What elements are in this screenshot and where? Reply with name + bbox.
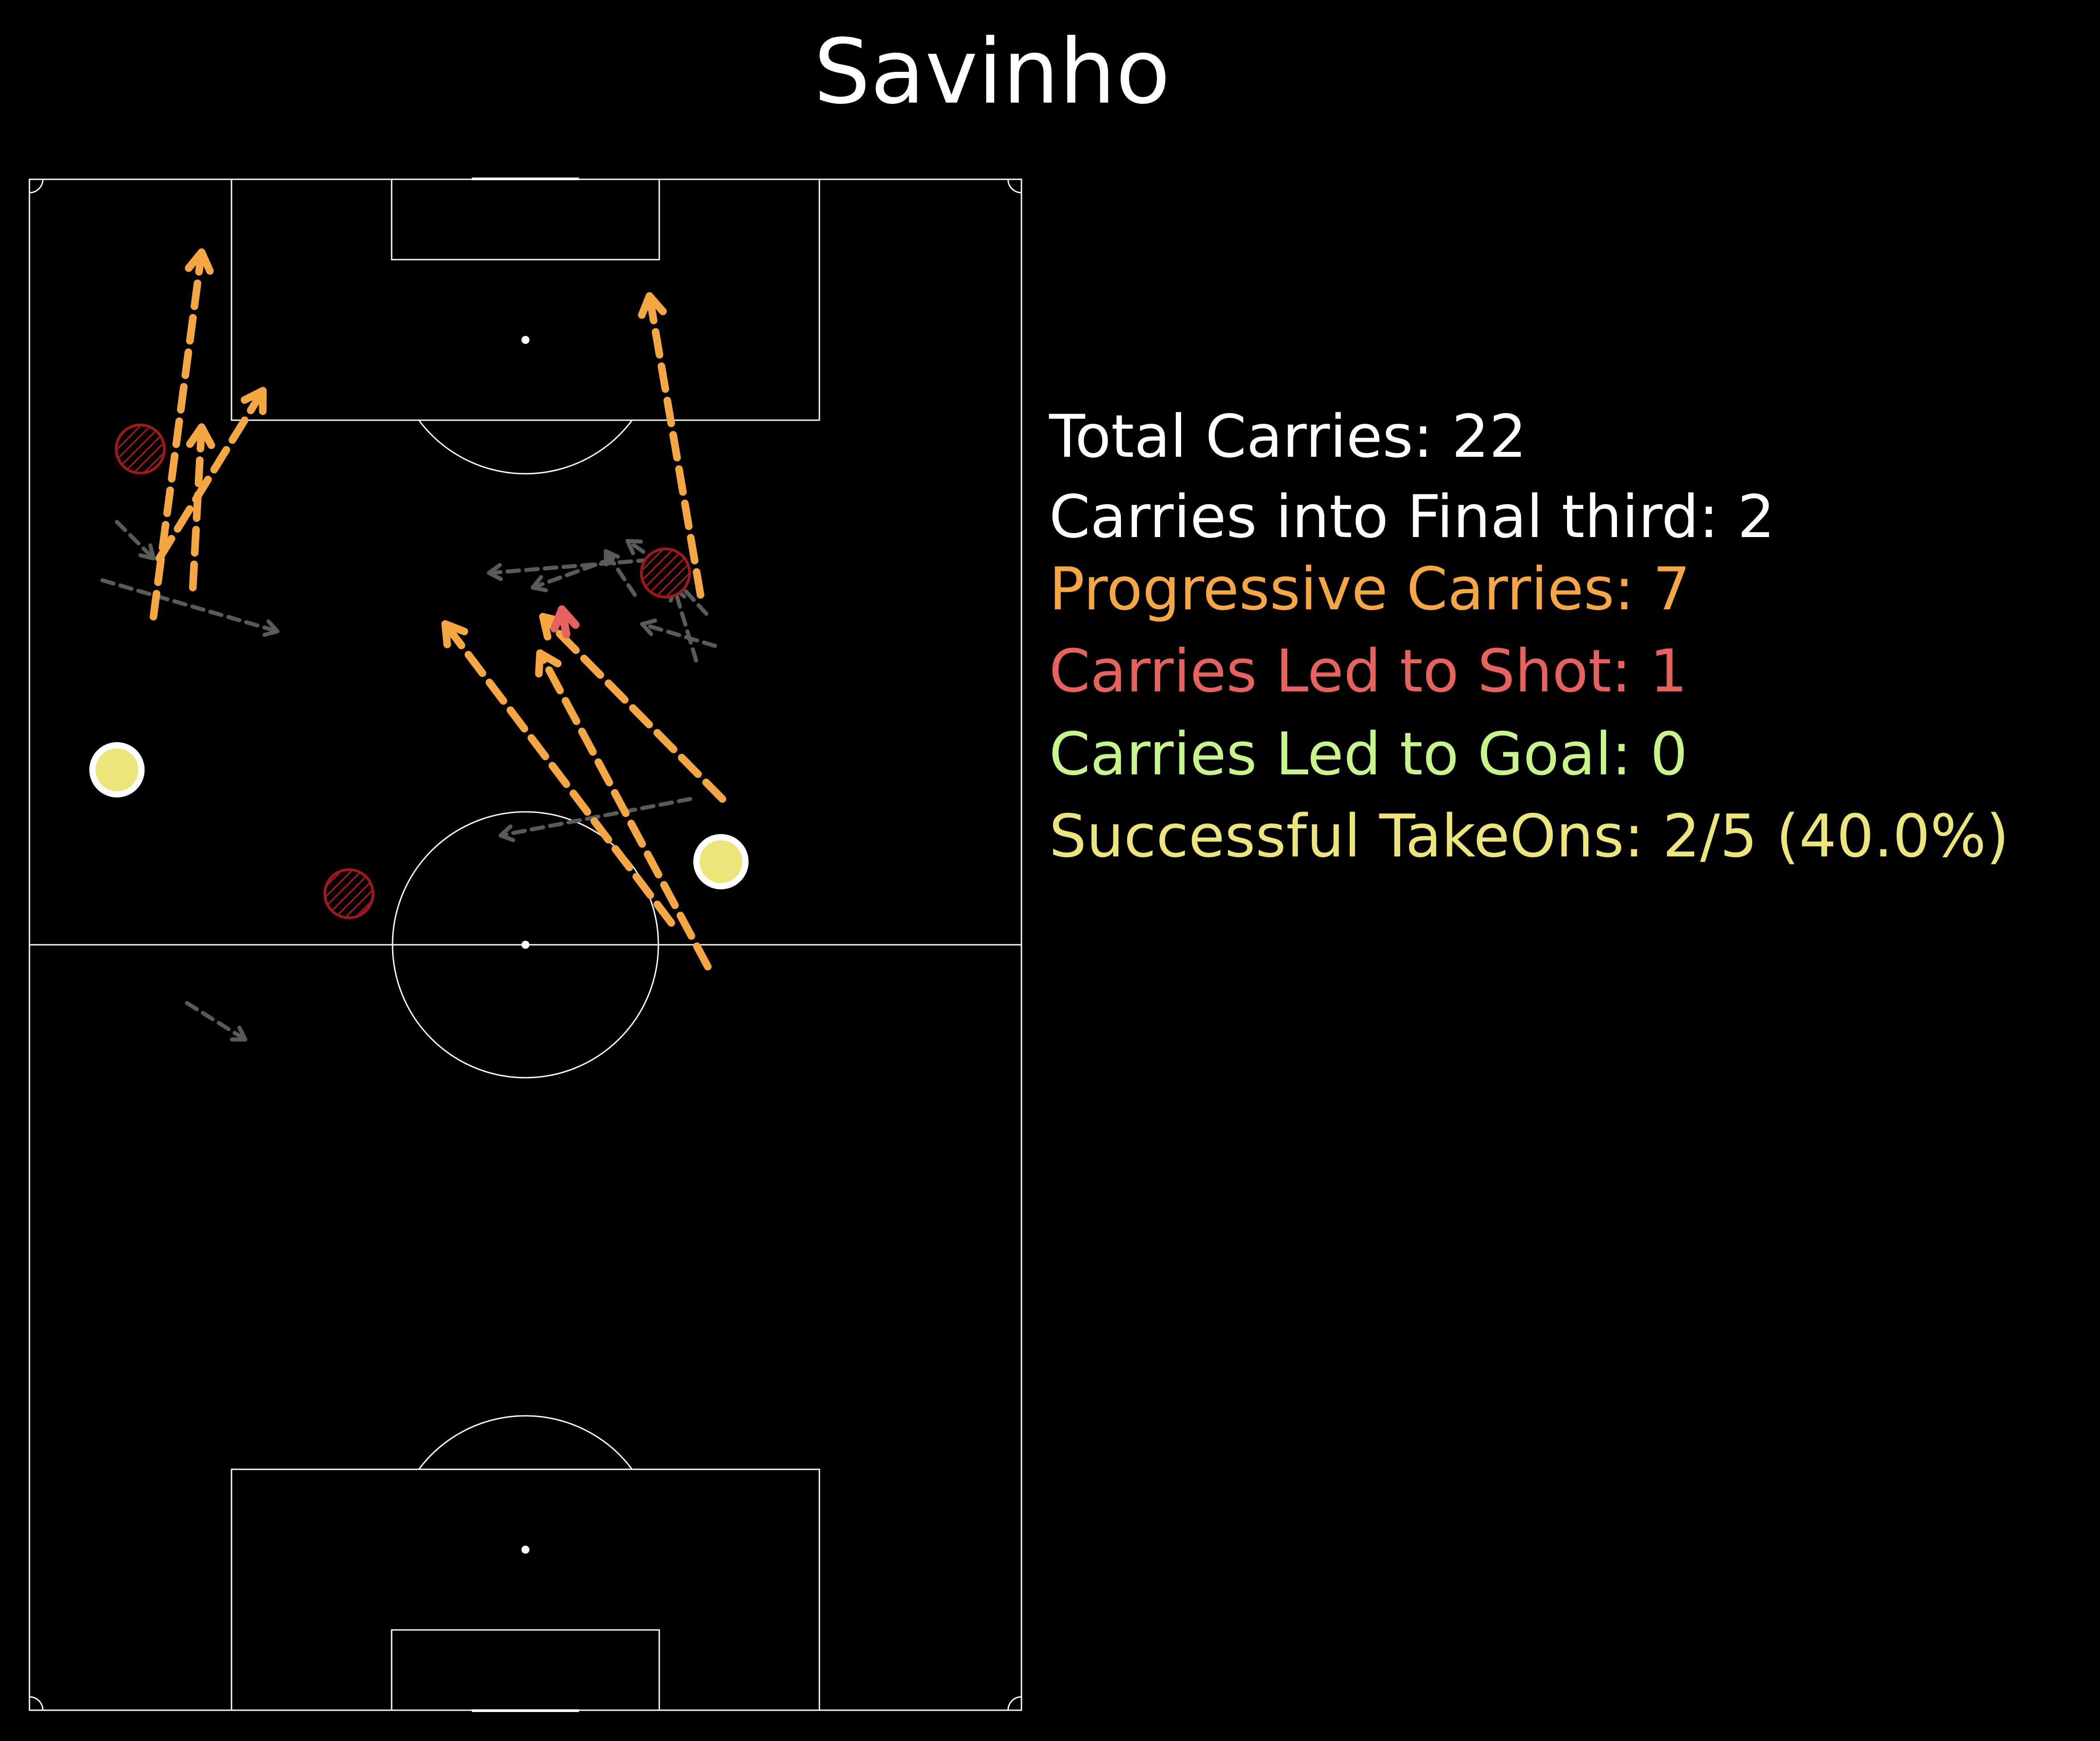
centre-spot — [521, 941, 529, 949]
normal-carry-arrow — [100, 578, 280, 637]
normal-carry-arrow — [115, 520, 156, 561]
normal-carry-arrow — [487, 556, 671, 581]
progressive-carry-arrow — [638, 292, 704, 599]
bottom-penalty-area — [231, 1468, 820, 1711]
carry-shaft — [441, 620, 675, 927]
carry-shaft — [530, 556, 615, 590]
carry-arrowhead — [441, 620, 468, 649]
carry-shaft — [487, 556, 671, 575]
top-six-yard-box — [391, 178, 660, 261]
shot-carries — [550, 605, 580, 638]
corner-arc-tl — [29, 179, 44, 194]
top-penalty-area — [231, 178, 820, 421]
carry-arrowhead — [625, 539, 643, 555]
carry-arrowhead — [640, 618, 657, 636]
corner-arc-bl — [29, 1696, 44, 1711]
carry-arrowhead — [240, 387, 267, 415]
stat-total-carries: Total Carries: 22 — [1049, 402, 1527, 471]
carry-arrowhead — [487, 563, 503, 581]
normal-carry-arrow — [185, 1001, 248, 1042]
carry-shaft — [185, 1001, 248, 1042]
bottom-six-yard-box — [391, 1629, 660, 1711]
progressive-carry-arrow — [441, 620, 675, 927]
failed-takeon-marker — [323, 868, 375, 919]
carry-arrowhead — [262, 619, 280, 637]
carry-shaft — [498, 797, 693, 838]
carry-shaft — [100, 578, 280, 633]
carry-shaft — [672, 585, 699, 663]
carry-shaft — [115, 520, 156, 561]
carry-shaft — [155, 387, 267, 562]
stats-panel: Total Carries: 22 Carries into Final thi… — [1049, 402, 2009, 871]
stat-led-to-shot: Carries Led to Shot: 1 — [1049, 637, 1687, 706]
stat-progressive: Progressive Carries: 7 — [1049, 555, 1691, 624]
progressive-carries — [149, 248, 727, 971]
carry-shaft — [640, 622, 717, 648]
corner-arc-br — [1007, 1696, 1022, 1711]
top-penalty-spot — [521, 336, 529, 344]
stat-takeons: Successful TakeOns: 2/5 (40.0%) — [1049, 802, 2009, 871]
carry-arrowhead — [535, 649, 562, 678]
carry-arrowhead — [550, 605, 580, 633]
successful-takeon-marker — [89, 742, 145, 798]
carry-arrowhead — [186, 423, 215, 449]
failed-takeon-marker — [115, 423, 166, 475]
carry-shaft — [539, 613, 727, 803]
carry-arrowhead — [498, 824, 515, 842]
centre-circle — [392, 811, 659, 1079]
top-penalty-arc — [418, 420, 633, 475]
corner-arc-tr — [1007, 179, 1022, 194]
progressive-carry-arrow — [186, 423, 215, 591]
progressive-carry-arrow — [535, 649, 712, 971]
carry-arrowhead — [138, 543, 156, 561]
carry-arrowhead — [530, 575, 548, 592]
failed-takeon-marker — [640, 547, 691, 599]
pitch — [29, 178, 1022, 1712]
chart-title: Savinho — [814, 20, 1170, 124]
successful-takeon-marker — [693, 834, 749, 889]
carry-arrowhead — [185, 248, 214, 275]
carry-shaft — [536, 649, 712, 971]
normal-carries — [100, 520, 717, 1042]
progressive-carry-arrow — [155, 387, 267, 562]
carry-arrowhead — [638, 292, 667, 319]
takeon-markers — [89, 423, 749, 919]
bottom-penalty-arc — [418, 1415, 633, 1470]
carry-shaft — [189, 423, 206, 591]
carry-arrowhead — [230, 1026, 248, 1042]
normal-carry-arrow — [498, 797, 693, 842]
stat-led-to-goal: Carries Led to Goal: 0 — [1049, 720, 1688, 789]
bottom-penalty-spot — [521, 1546, 529, 1554]
stat-final-third: Carries into Final third: 2 — [1049, 483, 1775, 551]
shot-carry-arrow — [550, 605, 580, 638]
normal-carry-arrow — [530, 556, 615, 592]
carry-shaft — [645, 292, 704, 599]
normal-carry-arrow — [640, 618, 717, 648]
